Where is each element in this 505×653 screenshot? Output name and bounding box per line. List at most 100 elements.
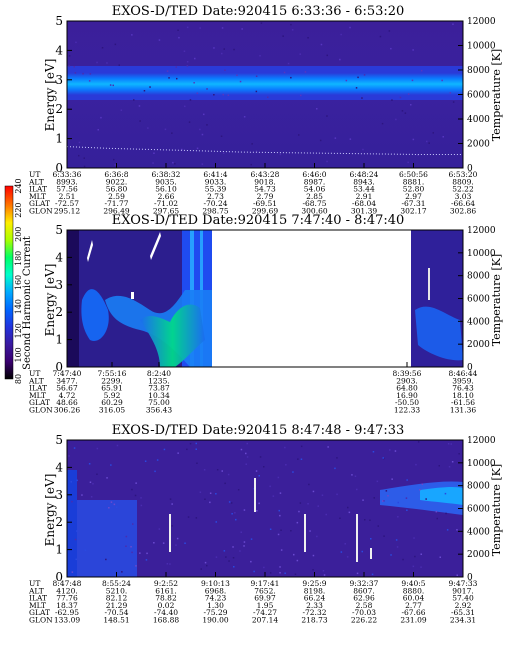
orbit-value: 207.14 <box>252 616 278 625</box>
noise-pixel <box>163 448 166 451</box>
orbit-value: 9:10:13 <box>201 579 230 588</box>
noise-pixel <box>255 150 258 153</box>
orbit-value: 297.65 <box>153 207 179 216</box>
noise-pixel <box>263 466 265 468</box>
noise-pixel <box>241 28 243 30</box>
noise-pixel <box>255 470 258 472</box>
orbit-row-label: UT <box>29 579 40 588</box>
noise-pixel <box>74 538 77 541</box>
noise-pixel <box>240 531 242 533</box>
noise-pixel <box>258 475 260 477</box>
noise-pixel <box>118 64 120 66</box>
orbit-value: 6:38:32 <box>152 170 181 179</box>
noise-pixel <box>250 163 252 166</box>
noise-pixel <box>246 456 249 458</box>
noise-pixel <box>228 560 230 562</box>
noise-pixel <box>240 448 243 451</box>
orbit-row-label: UT <box>29 170 40 179</box>
orbit-value: 316.05 <box>99 406 125 415</box>
noise-pixel <box>347 506 349 509</box>
noise-pixel <box>280 529 282 531</box>
noise-pixel <box>255 90 258 93</box>
orbit-value: 8:55:24 <box>102 579 131 588</box>
noise-pixel <box>371 573 374 576</box>
noise-pixel <box>364 519 366 521</box>
orbit-value: 8987. <box>304 177 325 186</box>
noise-pixel <box>340 33 342 36</box>
noise-pixel <box>82 72 84 75</box>
orbit-value: -67.31 <box>401 199 425 208</box>
noise-pixel <box>269 528 272 530</box>
y-tick-label: 4 <box>55 460 63 474</box>
orbit-value: 2.77 <box>405 601 422 610</box>
noise-pixel <box>381 122 384 125</box>
noise-pixel <box>322 570 325 572</box>
noise-pixel <box>293 553 295 556</box>
panel-2-green-blob <box>140 304 205 367</box>
colorbar: Second Harmonic Current 80 100 120 140 160 18… <box>4 178 33 384</box>
noise-pixel <box>100 116 102 119</box>
noise-pixel <box>442 136 444 138</box>
orbit-value: 9:40:5 <box>401 579 425 588</box>
orbit-row-label: ALT <box>28 586 44 595</box>
noise-pixel <box>279 153 282 156</box>
colorbar-ticks: 80 100 120 140 160 180 200 220 240 <box>14 178 23 384</box>
orbit-value: 64.80 <box>396 384 418 393</box>
noise-pixel <box>300 94 302 97</box>
noise-pixel <box>83 157 85 159</box>
orbit-value: 54.06 <box>304 185 326 194</box>
noise-pixel <box>291 29 294 31</box>
noise-pixel <box>438 465 440 467</box>
noise-pixel <box>139 552 141 554</box>
noise-pixel <box>204 498 206 500</box>
noise-pixel <box>456 529 458 531</box>
noise-pixel <box>186 448 188 451</box>
noise-pixel <box>451 461 454 463</box>
noise-pixel <box>224 482 226 485</box>
noise-pixel <box>346 556 349 558</box>
noise-pixel <box>445 512 447 515</box>
panel-2-ylabel: Energy [eV] <box>43 264 57 337</box>
noise-pixel <box>339 517 341 519</box>
noise-pixel <box>132 523 134 525</box>
orbit-row-label: ILAT <box>29 384 47 393</box>
noise-pixel <box>195 517 198 519</box>
colorbar-tick-label: 200 <box>14 227 23 242</box>
noise-pixel <box>200 568 202 570</box>
noise-pixel <box>171 132 173 134</box>
noise-pixel <box>373 497 375 499</box>
orbit-value: 6:48:24 <box>350 170 379 179</box>
noise-pixel <box>131 551 133 554</box>
noise-pixel <box>92 483 94 485</box>
noise-pixel <box>407 161 409 164</box>
noise-pixel <box>256 510 258 512</box>
orbit-value: 2.59 <box>108 192 125 201</box>
orbit-value: 234.31 <box>450 616 476 625</box>
noise-pixel <box>153 542 155 544</box>
y-tick-label: 1 <box>55 132 63 146</box>
noise-pixel <box>225 556 227 558</box>
panel-2-low-energy-blob <box>81 289 109 341</box>
orbit-value: 148.51 <box>103 616 129 625</box>
noise-pixel <box>444 492 447 495</box>
noise-pixel <box>390 47 392 50</box>
orbit-value: 74.23 <box>205 594 227 603</box>
noise-pixel <box>269 572 272 574</box>
noise-pixel <box>139 120 141 122</box>
noise-pixel <box>269 485 271 488</box>
panel-2-white-streak-2 <box>150 232 161 260</box>
noise-pixel <box>112 84 114 87</box>
noise-pixel <box>395 118 397 121</box>
noise-pixel <box>146 552 148 555</box>
noise-pixel <box>154 470 156 473</box>
noise-pixel <box>76 479 78 482</box>
noise-pixel <box>209 492 212 494</box>
noise-pixel <box>385 490 388 492</box>
noise-pixel <box>125 535 128 538</box>
noise-pixel <box>213 47 215 49</box>
noise-pixel <box>188 121 191 123</box>
noise-pixel <box>221 52 223 55</box>
noise-pixel <box>171 503 173 505</box>
noise-pixel <box>456 574 458 576</box>
orbit-value: 6:53:20 <box>449 170 478 179</box>
